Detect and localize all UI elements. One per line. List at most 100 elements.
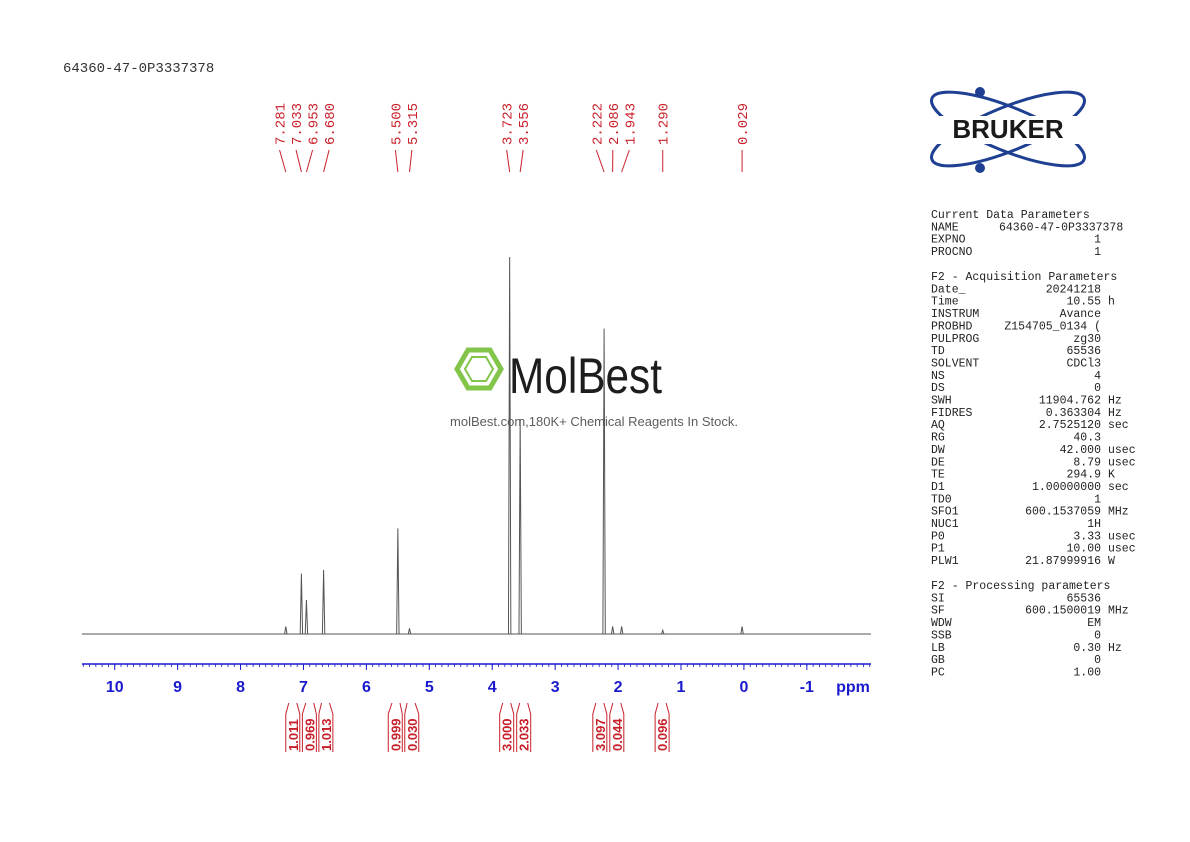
peak-label: 2.086	[607, 103, 623, 145]
parameter-value: 0.30	[1073, 642, 1101, 655]
integral-label: 3.000	[500, 718, 515, 751]
x-tick-label: 6	[362, 679, 371, 696]
parameter-key: Time	[931, 296, 959, 309]
parameter-unit: h	[1108, 296, 1115, 309]
parameter-value: 600.1500019	[1025, 605, 1101, 618]
peak-connector	[519, 149, 524, 173]
integral-bracket	[318, 702, 334, 752]
parameter-value: 1.00000000	[1032, 481, 1101, 494]
x-tick-label: 0	[739, 679, 748, 696]
parameter-value: 8.79	[1073, 456, 1101, 469]
parameter-value: 3.33	[1073, 530, 1101, 543]
integral-label: 1.011	[286, 719, 301, 751]
parameter-unit: Hz	[1108, 395, 1122, 408]
parameter-value: 21.87999916	[1025, 555, 1101, 568]
parameter-unit: usec	[1108, 456, 1136, 469]
peak	[396, 528, 400, 635]
peak	[619, 626, 624, 635]
integral-label: 0.044	[610, 718, 625, 751]
integral-label: 0.969	[302, 718, 317, 751]
x-tick-label: 10	[106, 679, 124, 696]
parameter-value: 65536	[1066, 345, 1101, 358]
x-axis-label: ppm	[836, 679, 870, 696]
peak-label: 2.222	[590, 103, 606, 145]
parameter-value: Avance	[1060, 308, 1102, 321]
integral-label: 0.096	[655, 718, 670, 751]
parameter-key: SOLVENT	[931, 357, 979, 370]
parameter-value: 40.3	[1073, 432, 1101, 445]
peak-label: 5.315	[406, 103, 422, 145]
parameter-unit: sec	[1108, 419, 1129, 432]
parameter-value: 11904.762	[1039, 395, 1101, 408]
integral-label: 0.030	[405, 718, 420, 751]
parameter-value: 20241218	[1046, 283, 1101, 296]
parameter-value: 294.9	[1066, 469, 1101, 482]
parameter-key: PROCNO	[931, 246, 973, 259]
x-tick-label: 3	[551, 679, 560, 696]
parameter-value: 1	[1094, 234, 1101, 247]
peak	[321, 569, 326, 635]
watermark: MolBest molBest.com,180K+ Chemical Reage…	[450, 347, 738, 429]
peak-connector	[621, 149, 630, 173]
parameter-key: TD0	[931, 493, 952, 506]
peak-label: 5.500	[389, 103, 405, 145]
peak	[661, 628, 665, 635]
parameter-key: TD	[931, 345, 945, 358]
logo-dot	[975, 87, 985, 97]
parameter-key: DW	[931, 444, 945, 457]
parameter-key: EXPNO	[931, 234, 966, 247]
peak-label: 7.281	[274, 103, 290, 145]
parameter-value: 0.363304	[1046, 407, 1101, 420]
parameter-key: TE	[931, 469, 945, 482]
parameter-section-title: F2 - Processing parameters	[931, 580, 1110, 593]
parameter-value: 0	[1094, 654, 1101, 667]
parameter-key: WDW	[931, 617, 952, 630]
parameter-key: SF	[931, 605, 945, 618]
watermark-name: MolBest	[509, 348, 662, 404]
peak-label: 7.033	[290, 103, 306, 145]
peak-connector	[279, 149, 287, 173]
parameter-key: SWH	[931, 395, 952, 408]
x-tick-label: 2	[614, 679, 623, 696]
parameter-value: 1H	[1087, 518, 1101, 531]
integral-label: 1.013	[319, 718, 334, 751]
parameter-value: CDCl3	[1066, 357, 1101, 370]
peak	[740, 626, 744, 635]
parameter-key: FIDRES	[931, 407, 973, 420]
x-tick-label: 9	[173, 679, 182, 696]
peak	[507, 256, 512, 635]
parameter-key: P0	[931, 530, 945, 543]
parameter-key: PROBHD	[931, 320, 973, 333]
peak	[304, 600, 309, 635]
x-tick-label: 1	[677, 679, 686, 696]
logo-orbit	[930, 90, 1086, 168]
peak	[518, 419, 522, 635]
parameter-unit: MHz	[1108, 605, 1129, 618]
parameter-key: GB	[931, 654, 945, 667]
bruker-logo: BRUKER	[924, 87, 1092, 173]
integral-bracket	[301, 702, 317, 752]
parameter-key: D1	[931, 481, 945, 494]
peak-label: 6.680	[323, 103, 339, 145]
parameter-value: 42.000	[1060, 444, 1102, 457]
peak	[610, 626, 615, 635]
peak	[602, 328, 606, 635]
parameter-key: SI	[931, 592, 945, 605]
parameter-value: 1	[1094, 493, 1101, 506]
parameter-value: Z154705_0134 (	[1004, 320, 1101, 333]
peak-connector	[305, 149, 314, 173]
peak-connector	[408, 149, 413, 173]
logo-dot	[975, 163, 985, 173]
parameter-value: 0	[1094, 382, 1101, 395]
parameter-key: AQ	[931, 419, 945, 432]
peak-connector	[595, 149, 605, 173]
integral-bracket	[592, 702, 608, 752]
integral-bracket	[654, 702, 670, 752]
peak-label: 3.556	[517, 103, 533, 145]
integral-label: 2.033	[517, 718, 532, 751]
integral-bracket	[285, 702, 301, 752]
integral-label: 3.097	[593, 718, 608, 751]
